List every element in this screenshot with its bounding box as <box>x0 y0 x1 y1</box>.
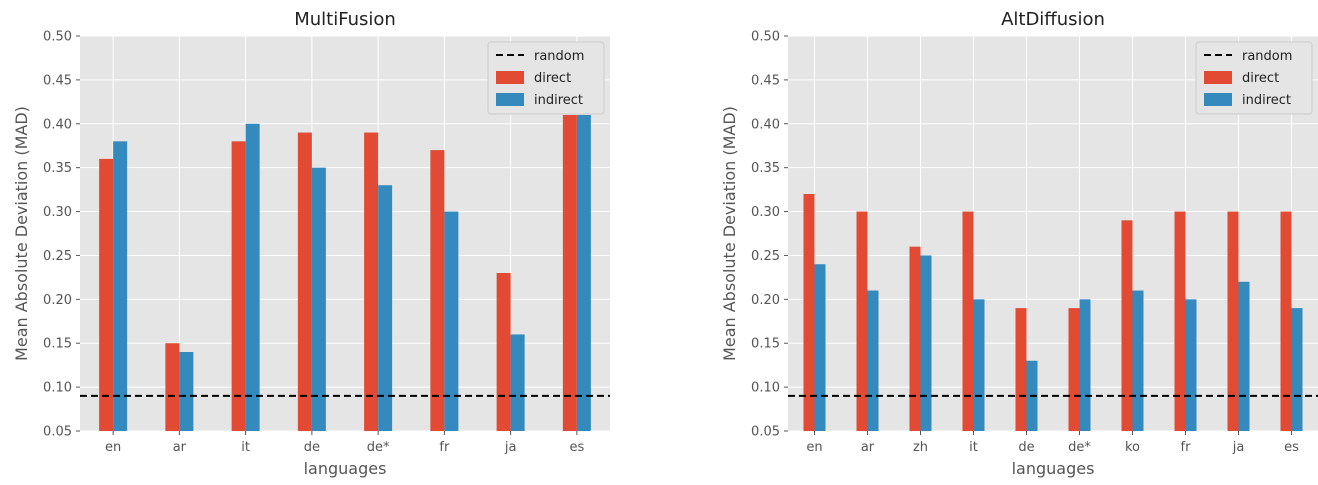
bar-direct <box>1015 308 1027 431</box>
x-tick-label: ja <box>1232 440 1245 455</box>
y-tick-label: 0.30 <box>43 205 72 220</box>
bar-direct <box>962 211 974 431</box>
y-tick-label: 0.50 <box>751 30 780 45</box>
bar-indirect <box>378 185 393 431</box>
x-axis-label: languages <box>304 459 387 478</box>
bar-indirect <box>1132 290 1144 431</box>
x-tick-label: de <box>304 440 320 455</box>
legend: random direct indirect <box>1195 41 1313 115</box>
bar-direct <box>496 273 511 431</box>
bar-indirect <box>510 334 525 431</box>
bar-direct <box>562 115 577 431</box>
x-tick-label: es <box>1284 440 1299 455</box>
bar-direct <box>909 246 921 431</box>
bar-direct <box>1121 220 1133 431</box>
bar-indirect <box>1291 308 1303 431</box>
chart-title: AltDiffusion <box>1001 9 1105 30</box>
legend-swatch-indirect <box>496 93 524 106</box>
bar-direct <box>1227 211 1239 431</box>
x-tick-label: zh <box>913 440 928 455</box>
chart-title: MultiFusion <box>294 9 396 30</box>
bar-direct <box>803 194 815 431</box>
bar-direct <box>1280 211 1292 431</box>
y-tick-label: 0.25 <box>43 249 72 264</box>
legend-label-indirect: indirect <box>534 93 583 108</box>
y-tick-label: 0.35 <box>43 161 72 176</box>
bar-indirect <box>179 352 194 431</box>
x-tick-label: en <box>806 440 822 455</box>
bar-indirect <box>1238 281 1250 431</box>
x-tick-label: de* <box>367 440 390 455</box>
x-tick-label: fr <box>1181 440 1192 455</box>
y-tick-label: 0.05 <box>43 425 72 440</box>
y-tick-label: 0.15 <box>43 337 72 352</box>
y-axis-label: Mean Absolute Deviation (MAD) <box>12 106 31 361</box>
y-tick-label: 0.10 <box>751 381 780 396</box>
bar-direct <box>1068 308 1080 431</box>
bar-direct <box>856 211 868 431</box>
legend-label-direct: direct <box>534 71 571 86</box>
x-tick-label: de* <box>1068 440 1091 455</box>
chart-1: 0.05 0.10 0.15 0.20 0.25 0.30 0.35 0.40 0.45 0.50… <box>720 9 1318 478</box>
bar-indirect <box>973 299 985 431</box>
y-tick-label: 0.05 <box>751 425 780 440</box>
bar-direct <box>99 158 114 431</box>
y-tick-label: 0.50 <box>43 30 72 45</box>
bar-direct <box>297 132 312 432</box>
bar-indirect <box>576 115 591 431</box>
x-tick-label: en <box>105 440 121 455</box>
x-tick-label: it <box>969 440 978 455</box>
bar-direct <box>1174 211 1186 431</box>
bar-indirect <box>311 167 326 431</box>
bar-direct <box>364 132 379 432</box>
y-tick-label: 0.15 <box>751 337 780 352</box>
bar-indirect <box>920 255 932 431</box>
bar-direct <box>231 141 246 432</box>
y-tick-label: 0.45 <box>751 73 780 88</box>
legend-label-direct: direct <box>1242 71 1279 86</box>
x-tick-label: ja <box>504 440 517 455</box>
x-axis-label: languages <box>1012 459 1095 478</box>
bar-indirect <box>245 123 260 432</box>
y-tick-label: 0.40 <box>751 117 780 132</box>
bar-indirect <box>444 211 459 431</box>
y-tick-label: 0.10 <box>43 381 72 396</box>
y-tick-label: 0.30 <box>751 205 780 220</box>
x-tick-label: ko <box>1125 440 1140 455</box>
y-tick-label: 0.20 <box>751 293 780 308</box>
bar-indirect <box>1185 299 1197 431</box>
y-tick-label: 0.20 <box>43 293 72 308</box>
legend-swatch-direct <box>496 71 524 84</box>
x-tick-label: de <box>1018 440 1034 455</box>
x-tick-label: ar <box>173 440 187 455</box>
legend-swatch-direct <box>1204 71 1232 84</box>
bar-indirect <box>867 290 879 431</box>
legend-label-indirect: indirect <box>1242 93 1291 108</box>
x-tick-label: fr <box>439 440 450 455</box>
legend-label-random: random <box>1242 49 1292 64</box>
legend: random direct indirect <box>487 41 605 115</box>
bar-direct <box>430 150 445 431</box>
y-tick-label: 0.35 <box>751 161 780 176</box>
chart-0: 0.05 0.10 0.15 0.20 0.25 0.30 0.35 0.40 0.45 0.50… <box>12 9 610 478</box>
y-tick-label: 0.45 <box>43 73 72 88</box>
bar-indirect <box>1079 299 1091 431</box>
y-tick-label: 0.40 <box>43 117 72 132</box>
legend-label-random: random <box>534 49 584 64</box>
y-tick-label: 0.25 <box>751 249 780 264</box>
bar-indirect <box>814 264 826 431</box>
x-tick-label: es <box>569 440 584 455</box>
bar-indirect <box>113 141 128 432</box>
bar-direct <box>165 343 180 431</box>
legend-swatch-indirect <box>1204 93 1232 106</box>
x-tick-label: it <box>241 440 250 455</box>
y-axis-label: Mean Absolute Deviation (MAD) <box>720 106 739 361</box>
x-tick-label: ar <box>861 440 875 455</box>
